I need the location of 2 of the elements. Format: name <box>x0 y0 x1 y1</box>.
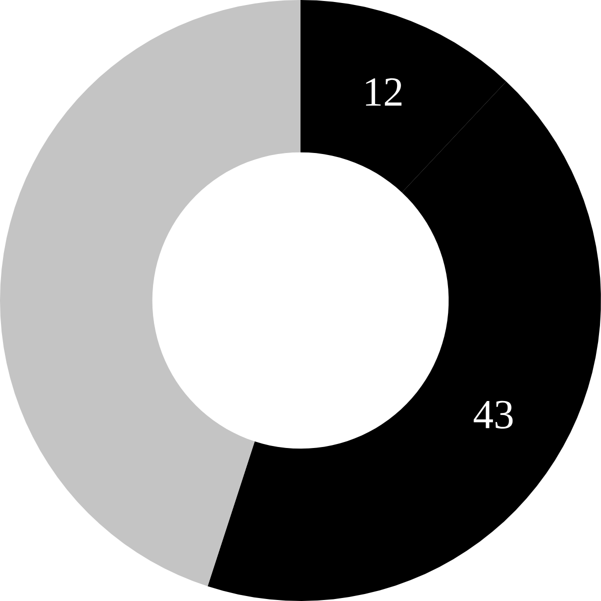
data-label: 43 <box>474 400 513 429</box>
data-label: 12 <box>366 78 402 106</box>
